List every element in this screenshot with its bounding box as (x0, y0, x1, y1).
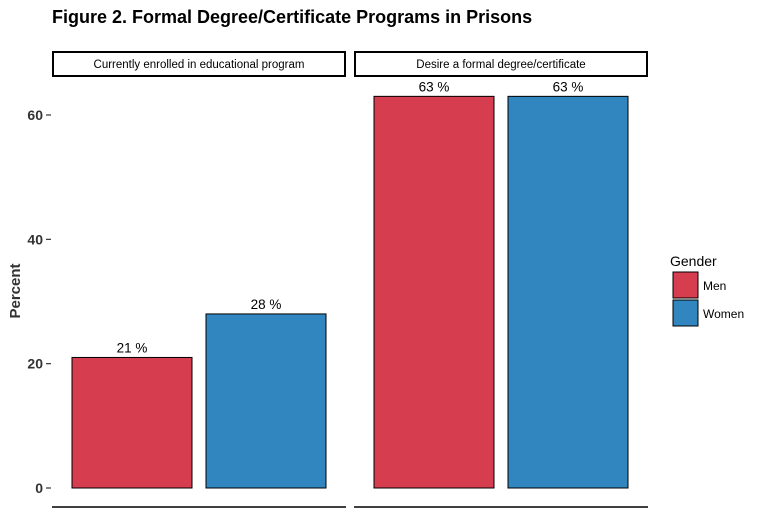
facet-panel: Currently enrolled in educational progra… (52, 51, 346, 508)
legend: Gender Men Women (670, 253, 744, 327)
y-tick-label: 40 (27, 231, 43, 247)
bar-value-label: 63 % (419, 79, 450, 94)
legend-label: Men (703, 279, 726, 293)
y-tick-label: 60 (27, 107, 43, 123)
legend-key-women (672, 299, 699, 327)
legend-label: Women (703, 307, 744, 321)
facet-panel: Desire a formal degree/certificate 63 % 63… (354, 51, 648, 508)
y-tick-label: 0 (35, 480, 43, 496)
y-axis-title: Percent (7, 263, 24, 318)
bar-women (507, 95, 629, 489)
bar-men (373, 95, 495, 489)
bar-value-label: 21 % (117, 340, 148, 355)
chart-title: Figure 2. Formal Degree/Certificate Prog… (52, 7, 532, 27)
legend-key-men (672, 271, 699, 299)
facet-strip (354, 51, 648, 77)
facet-strip-label: Desire a formal degree/certificate (416, 59, 585, 71)
y-tick-label: 20 (27, 356, 43, 372)
legend-title: Gender (670, 253, 717, 269)
bar-men (71, 356, 193, 489)
facet-panels: Currently enrolled in educational progra… (52, 51, 648, 508)
y-axis: 0 20 40 60 (27, 107, 51, 496)
facet-strip-label: Currently enrolled in educational progra… (94, 59, 305, 71)
bar-value-label: 28 % (251, 297, 282, 312)
bar-women (205, 313, 327, 489)
facet-strip (52, 51, 346, 77)
bar-value-label: 63 % (553, 79, 584, 94)
